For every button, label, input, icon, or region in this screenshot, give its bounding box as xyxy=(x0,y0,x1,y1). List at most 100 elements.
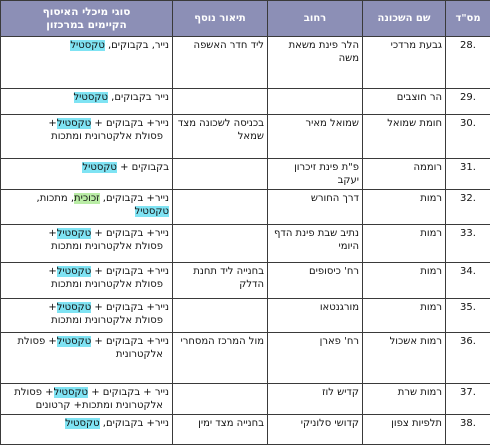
container-types-line: נייר+ בקבוקים, זכוכית, מתכות, טקסטיל xyxy=(4,192,169,218)
row-neighborhood: רמות xyxy=(363,299,446,333)
item-text: + פסולת xyxy=(17,336,56,347)
row-container-types: נייר+ בקבוקים + טקסטיל+פסולת אלקטרונית ו… xyxy=(1,299,173,333)
row-street xyxy=(268,89,363,115)
container-types-line: פסולת אלקטרונית ומתכות xyxy=(4,278,169,291)
item-text: אלקטרונית xyxy=(116,349,163,360)
container-types-line: נייר + בקבוקים + טקסטיל+ פסולת xyxy=(4,386,169,399)
highlighted-item: טקסטיל xyxy=(135,206,169,217)
container-types-line: נייר, בקבוקים, טקסטיל xyxy=(4,39,169,52)
row-street: קדיש לוז xyxy=(268,384,363,415)
row-serial-number: .28 xyxy=(446,37,490,89)
container-types-line: נייר+ בקבוקים, טקסטיל xyxy=(4,417,169,430)
row-container-types: נייר+ בקבוקים + טקסטיל+פסולת אלקטרונית ו… xyxy=(1,225,173,263)
container-types-line: אלקטרונית xyxy=(4,348,169,361)
row-serial-number: .30 xyxy=(446,115,490,159)
row-description xyxy=(173,225,268,263)
row-neighborhood: תלפיות צפון xyxy=(363,415,446,445)
item-text: נייר+ בקבוקים, xyxy=(100,193,169,204)
street-line: שמואל מאיר xyxy=(271,117,359,130)
row-neighborhood: רמות שרת xyxy=(363,384,446,415)
header-description: תיאור נוסף xyxy=(173,1,268,37)
highlighted-item: טקסטיל xyxy=(82,162,116,173)
row-street: מורגנטאו xyxy=(268,299,363,333)
row-neighborhood: גבעת מרדכי xyxy=(363,37,446,89)
table-header-row: מס"ד שם השכונה רחוב תיאור נוסף סוגי מיכל… xyxy=(1,1,490,37)
container-types-line: פסולת אלקטרונית ומתכות xyxy=(4,130,169,143)
street-line: נתיב שבת פינת הדף xyxy=(271,227,359,240)
row-neighborhood: רמות xyxy=(363,263,446,299)
container-types-line: נייר בקבוקים, טקסטיל xyxy=(4,91,169,104)
street-line: דרך החורש xyxy=(271,192,359,205)
row-container-types: נייר+ בקבוקים, זכוכית, מתכות, טקסטיל xyxy=(1,190,173,225)
street-line: רח' פארן xyxy=(271,335,359,348)
header-container-types-line-1: סוגי מיכלי האיסוף xyxy=(4,6,169,19)
row-serial-number: .33 xyxy=(446,225,490,263)
item-text: נייר+ בקבוקים + xyxy=(91,336,169,347)
street-line: פ"ת פינת זיכרון xyxy=(271,161,359,174)
header-neighborhood: שם השכונה xyxy=(363,1,446,37)
item-text: פסולת אלקטרונית ומתכות xyxy=(51,315,163,326)
row-description xyxy=(173,384,268,415)
row-neighborhood: רמות xyxy=(363,190,446,225)
highlighted-item: טקסטיל xyxy=(57,118,91,129)
row-description: מול המרכז המסחרי xyxy=(173,333,268,384)
item-text: + xyxy=(48,228,56,239)
row-street: רח' כיסופים xyxy=(268,263,363,299)
row-description xyxy=(173,159,268,190)
item-text: + xyxy=(48,266,56,277)
street-line: משה xyxy=(271,52,359,65)
container-types-line: נייר+ בקבוקים + טקסטיל+ xyxy=(4,301,169,314)
item-text: פסולת אלקטרונית ומתכות xyxy=(51,279,163,290)
item-text: נייר + בקבוקים + xyxy=(88,387,169,398)
row-container-types: נייר+ בקבוקים, טקסטיל xyxy=(1,415,173,445)
row-street: שמואל מאיר xyxy=(268,115,363,159)
item-text: , מתכות, xyxy=(37,193,75,204)
row-description: בחנייה ליד תחנת הדלק xyxy=(173,263,268,299)
container-types-line: נייר+ בקבוקים + טקסטיל+ xyxy=(4,227,169,240)
street-line: יעקב xyxy=(271,174,359,187)
street-line: הלר פינת משאת xyxy=(271,39,359,52)
highlighted-item: טקסטיל xyxy=(57,336,91,347)
item-text: + xyxy=(48,302,56,313)
street-line: קדושי סלוניקי xyxy=(271,417,359,430)
row-description: ליד חדר האשפה xyxy=(173,37,268,89)
header-container-types: סוגי מיכלי האיסוף הקיימים במרכזון xyxy=(1,1,173,37)
container-types-line: נייר+ בקבוקים + טקסטיל+ פסולת xyxy=(4,335,169,348)
row-street: דרך החורש xyxy=(268,190,363,225)
item-text: בקבוקים + xyxy=(117,162,169,173)
container-types-line: נייר+ בקבוקים + טקסטיל+ xyxy=(4,117,169,130)
item-text: נייר+ בקבוקים + xyxy=(91,266,169,277)
header-serial-number: מס"ד xyxy=(446,1,490,37)
row-description: בכניסה לשכונה מצד שמאל xyxy=(173,115,268,159)
header-street: רחוב xyxy=(268,1,363,37)
street-line: מורגנטאו xyxy=(271,301,359,314)
row-street: רח' פארן xyxy=(268,333,363,384)
street-line: היומי xyxy=(271,240,359,253)
row-description xyxy=(173,299,268,333)
row-neighborhood: רמות אשכול xyxy=(363,333,446,384)
street-line: רח' כיסופים xyxy=(271,265,359,278)
highlighted-item: טקסטיל xyxy=(74,92,108,103)
row-neighborhood: רוממה xyxy=(363,159,446,190)
highlighted-item: טקסטיל xyxy=(57,228,91,239)
row-neighborhood: הר חוצבים xyxy=(363,89,446,115)
item-text: + פסולת xyxy=(14,387,53,398)
row-serial-number: .29 xyxy=(446,89,490,115)
row-container-types: נייר+ בקבוקים + טקסטיל+פסולת אלקטרונית ו… xyxy=(1,263,173,299)
container-types-line: פסולת אלקטרונית ומתכות xyxy=(4,240,169,253)
item-text: נייר, בקבוקים, xyxy=(105,40,169,51)
row-container-types: בקבוקים + טקסטיל xyxy=(1,159,173,190)
highlighted-item: טקסטיל xyxy=(70,40,104,51)
container-types-line: נייר+ בקבוקים + טקסטיל+ xyxy=(4,265,169,278)
